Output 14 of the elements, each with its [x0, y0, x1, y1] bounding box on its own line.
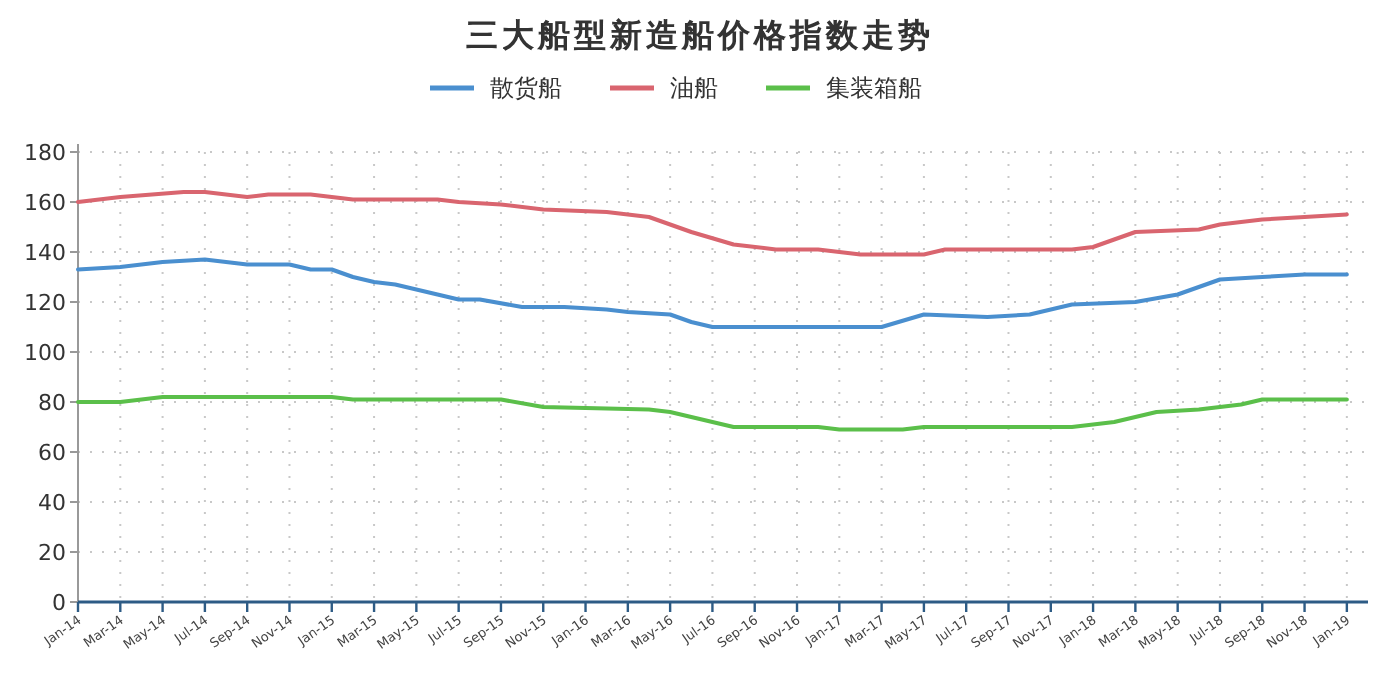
y-tick-label: 160 [24, 190, 66, 216]
y-tick-label: 100 [24, 340, 66, 366]
y-tick-label: 0 [52, 590, 66, 616]
legend-label: 集装箱船 [826, 74, 922, 102]
y-tick-label: 120 [24, 290, 66, 316]
chart-title: 三大船型新造船价格指数走势 [466, 16, 934, 54]
y-tick-label: 20 [38, 540, 66, 566]
y-tick-label: 60 [38, 440, 66, 466]
y-tick-label: 180 [24, 140, 66, 166]
legend-label: 散货船 [490, 74, 562, 102]
y-tick-label: 40 [38, 490, 66, 516]
legend-label: 油船 [670, 74, 718, 102]
y-tick-label: 80 [38, 390, 66, 416]
y-tick-label: 140 [24, 240, 66, 266]
